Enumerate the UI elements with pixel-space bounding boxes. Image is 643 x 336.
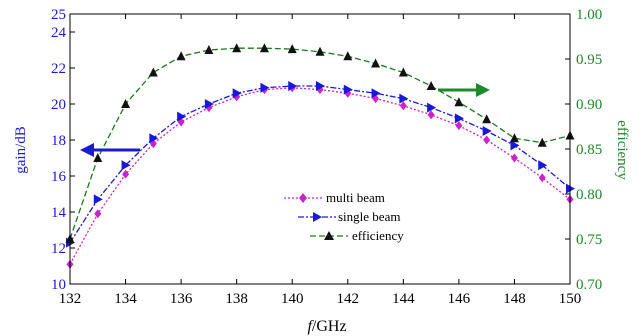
y-tick-label-right: 0.70 (576, 277, 602, 293)
y-tick-label-right: 0.95 (576, 52, 602, 68)
x-tick-label: 148 (503, 291, 526, 307)
legend-label-multi-beam: multi beam (326, 190, 385, 205)
data-point-efficiency (148, 67, 158, 77)
y-axis-label-right: efficiency (614, 120, 630, 180)
x-tick-label: 132 (59, 291, 82, 307)
y-tick-label-right: 0.85 (576, 142, 602, 158)
data-point-single-beam (260, 82, 270, 93)
data-point-multi-beam (483, 135, 491, 145)
data-point-efficiency (454, 97, 464, 107)
x-axis-label-unit: /GHz (312, 318, 347, 335)
data-point-efficiency (426, 81, 436, 90)
data-point-efficiency (315, 46, 325, 56)
legend-label-efficiency: efficiency (352, 228, 404, 243)
data-point-single-beam (399, 93, 409, 104)
legend-item-efficiency: efficiency (310, 228, 404, 243)
data-point-efficiency (537, 137, 547, 147)
data-point-efficiency (121, 99, 131, 108)
y-tick-label-left: 20 (51, 97, 66, 113)
data-point-efficiency (259, 43, 269, 53)
data-point-multi-beam (399, 101, 407, 111)
y-tick-label-left: 24 (51, 25, 67, 41)
data-point-single-beam (371, 88, 381, 99)
x-tick-label: 138 (225, 291, 248, 307)
ticks-layer: 132 134 136 138 140 142 144 146 148 150 10 12 14 16 18… (51, 7, 602, 307)
data-point-single-beam (93, 194, 103, 205)
data-point-efficiency (287, 44, 297, 54)
series-layer (65, 43, 575, 269)
data-point-single-beam (177, 111, 187, 122)
y-tick-label-right: 1.00 (576, 7, 602, 23)
y-tick-label-left: 10 (51, 277, 66, 293)
x-axis-label: f/GHz (307, 318, 346, 335)
series-line-single-beam (69, 85, 571, 243)
series-line-efficiency (69, 47, 571, 240)
data-point-efficiency (232, 43, 242, 53)
data-point-multi-beam (510, 153, 518, 163)
legend-item-single-beam: single beam (298, 209, 400, 224)
y-tick-label-right: 0.80 (576, 187, 602, 203)
y-tick-label-left: 16 (51, 169, 67, 185)
legend: multi beam single beam efficiency (284, 190, 404, 243)
x-tick-label: 146 (448, 291, 471, 307)
data-point-single-beam (121, 160, 131, 171)
data-point-efficiency (204, 45, 214, 54)
x-tick-label: 136 (170, 291, 193, 307)
data-point-single-beam (482, 126, 492, 136)
data-point-single-beam (316, 81, 325, 91)
data-point-single-beam (149, 133, 159, 144)
data-point-multi-beam (122, 169, 130, 179)
y-tick-label-right: 0.75 (576, 232, 602, 248)
y-tick-label-right: 0.90 (576, 97, 602, 113)
data-point-single-beam (288, 81, 298, 91)
data-point-multi-beam (455, 121, 463, 131)
data-point-efficiency (398, 67, 408, 77)
data-point-efficiency (93, 153, 103, 162)
x-tick-label: 140 (281, 291, 304, 307)
data-point-multi-beam (427, 110, 435, 120)
x-tick-label: 134 (114, 291, 137, 307)
left-axis-arrow (80, 143, 140, 157)
series-line-multi-beam (69, 87, 571, 265)
data-point-multi-beam (94, 209, 102, 219)
x-axis-label-italic: f (307, 318, 314, 335)
y-tick-label-left: 12 (51, 241, 66, 257)
legend-item-multi-beam: multi beam (284, 190, 385, 205)
legend-label-single-beam: single beam (338, 209, 400, 224)
x-tick-label: 142 (337, 291, 360, 307)
y-tick-label-left: 22 (51, 61, 66, 77)
data-point-single-beam (427, 102, 437, 113)
data-point-efficiency (482, 114, 492, 124)
right-axis-arrow (438, 83, 490, 97)
data-point-multi-beam (538, 173, 546, 183)
data-point-efficiency (343, 51, 353, 61)
x-tick-label: 144 (392, 291, 415, 307)
data-point-efficiency (176, 51, 186, 61)
y-axis-label-left: gain/dB (13, 126, 29, 174)
x-tick-label: 150 (559, 291, 582, 307)
data-point-single-beam (510, 140, 520, 151)
y-tick-label-left: 14 (51, 205, 67, 221)
data-point-efficiency (509, 133, 519, 143)
y-tick-label-left: 18 (51, 133, 66, 149)
data-point-single-beam (232, 88, 242, 99)
data-point-single-beam (538, 160, 548, 171)
data-point-single-beam (204, 99, 214, 109)
y-tick-label-left: 25 (51, 7, 66, 23)
data-point-single-beam (343, 84, 353, 95)
plot-frame (69, 13, 571, 285)
data-point-single-beam (454, 113, 464, 124)
data-point-efficiency (371, 58, 381, 68)
